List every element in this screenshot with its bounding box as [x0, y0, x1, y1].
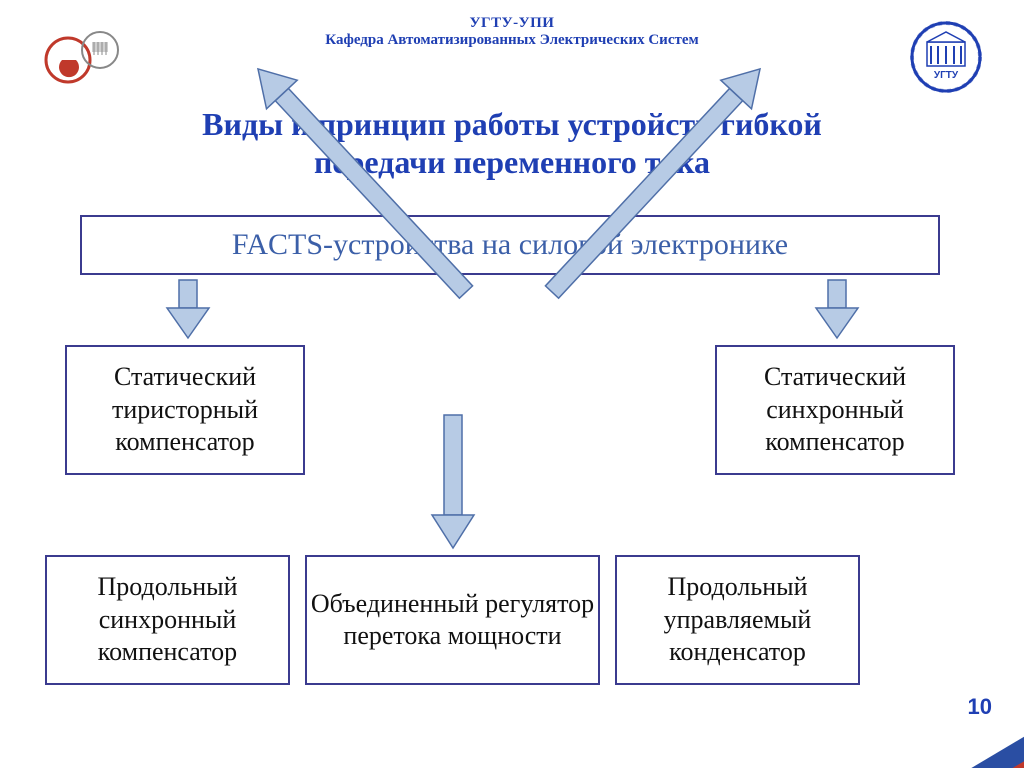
box-mid-right-label: Статический синхронный компенсатор: [717, 361, 953, 459]
slide: УГТУ УГТУ-УПИ Кафедра Автоматизированных…: [0, 0, 1024, 768]
title-line-2: передачи переменного тока: [314, 144, 710, 180]
box-bot-center-label: Объединенный регулятор перетока мощности: [307, 588, 598, 653]
title-line-1: Виды и принцип работы устройств гибкой: [202, 106, 822, 142]
box-static-thyristor-compensator: Статический тиристорный компенсатор: [65, 345, 305, 475]
box-bot-left-label: Продольный синхронный компенсатор: [47, 571, 288, 669]
header: УГТУ-УПИ Кафедра Автоматизированных Элек…: [0, 15, 1024, 49]
university-name: УГТУ-УПИ: [0, 15, 1024, 32]
corner-decoration: [864, 688, 1024, 768]
box-facts-devices: FACTS-устройства на силовой электронике: [80, 215, 940, 275]
box-mid-left-label: Статический тиристорный компенсатор: [67, 361, 303, 459]
box-series-synchronous-compensator: Продольный синхронный компенсатор: [45, 555, 290, 685]
arrow-to-mid-right-icon: [816, 280, 858, 338]
box-unified-power-flow-controller: Объединенный регулятор перетока мощности: [305, 555, 600, 685]
arrow-to-bottom-center-icon: [432, 415, 474, 548]
box-series-controlled-capacitor: Продольный управляемый конденсатор: [615, 555, 860, 685]
slide-title: Виды и принцип работы устройств гибкой п…: [70, 105, 954, 182]
box-static-synchronous-compensator: Статический синхронный компенсатор: [715, 345, 955, 475]
box-top-label: FACTS-устройства на силовой электронике: [232, 228, 788, 262]
department-name: Кафедра Автоматизированных Электрических…: [0, 32, 1024, 49]
box-bot-right-label: Продольный управляемый конденсатор: [617, 571, 858, 669]
svg-text:УГТУ: УГТУ: [934, 70, 959, 81]
arrow-to-mid-left-icon: [167, 280, 209, 338]
